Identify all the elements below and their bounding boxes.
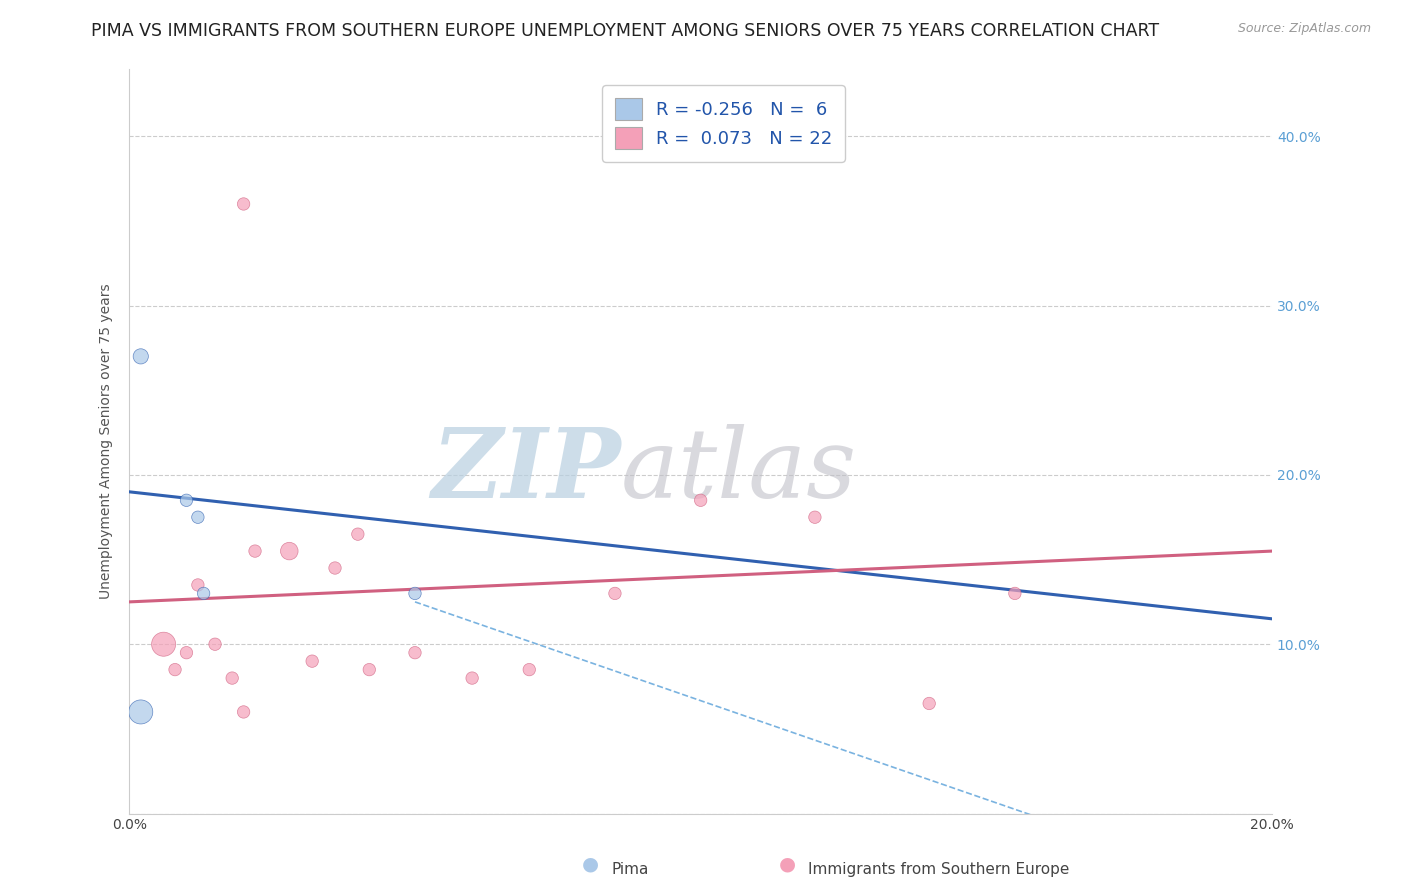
Text: Immigrants from Southern Europe: Immigrants from Southern Europe <box>808 863 1070 877</box>
Point <box>603 586 626 600</box>
Point <box>301 654 323 668</box>
Point <box>918 697 941 711</box>
Point <box>1004 586 1026 600</box>
Point <box>404 646 426 660</box>
Point <box>243 544 266 558</box>
Text: ●: ● <box>582 855 599 873</box>
Point <box>232 197 254 211</box>
Point <box>129 705 152 719</box>
Point <box>461 671 484 685</box>
Point <box>323 561 346 575</box>
Text: Source: ZipAtlas.com: Source: ZipAtlas.com <box>1237 22 1371 36</box>
Point <box>517 663 540 677</box>
Point <box>204 637 226 651</box>
Point <box>347 527 370 541</box>
Point <box>804 510 827 524</box>
Point <box>359 663 381 677</box>
Point <box>221 671 243 685</box>
Point <box>152 637 174 651</box>
Point <box>232 705 254 719</box>
Text: Pima: Pima <box>612 863 650 877</box>
Point <box>187 510 209 524</box>
Text: PIMA VS IMMIGRANTS FROM SOUTHERN EUROPE UNEMPLOYMENT AMONG SENIORS OVER 75 YEARS: PIMA VS IMMIGRANTS FROM SOUTHERN EUROPE … <box>91 22 1160 40</box>
Y-axis label: Unemployment Among Seniors over 75 years: Unemployment Among Seniors over 75 years <box>100 284 114 599</box>
Text: atlas: atlas <box>620 424 856 518</box>
Point <box>278 544 301 558</box>
Text: ZIP: ZIP <box>432 424 620 518</box>
Point <box>689 493 711 508</box>
Point <box>193 586 215 600</box>
Point <box>163 663 186 677</box>
Point <box>176 646 198 660</box>
Legend: R = -0.256   N =  6, R =  0.073   N = 22: R = -0.256 N = 6, R = 0.073 N = 22 <box>602 85 845 161</box>
Text: ●: ● <box>779 855 796 873</box>
Point <box>187 578 209 592</box>
Point <box>129 350 152 364</box>
Point <box>176 493 198 508</box>
Point <box>404 586 426 600</box>
